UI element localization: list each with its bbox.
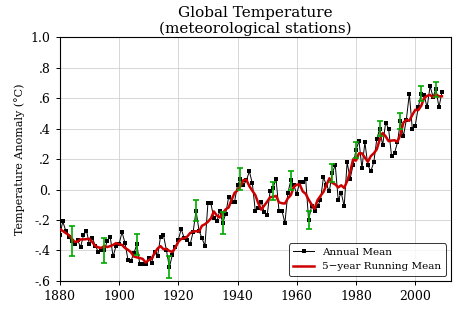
Annual Mean <box>358 166 364 170</box>
5−year Running Mean <box>341 186 346 190</box>
Annual Mean <box>311 209 317 213</box>
Annual Mean <box>426 84 432 88</box>
5−year Running Mean <box>57 227 62 231</box>
Annual Mean <box>166 265 172 269</box>
Annual Mean <box>438 90 444 94</box>
Legend: Annual Mean, 5−year Running Mean: Annual Mean, 5−year Running Mean <box>288 243 445 275</box>
Annual Mean <box>341 204 346 208</box>
Annual Mean <box>258 200 263 204</box>
5−year Running Mean <box>358 151 364 155</box>
Annual Mean <box>160 233 166 237</box>
5−year Running Mean <box>163 247 169 251</box>
5−year Running Mean <box>311 207 317 211</box>
5−year Running Mean <box>432 92 438 96</box>
Line: Annual Mean: Annual Mean <box>58 85 442 269</box>
5−year Running Mean <box>258 208 263 212</box>
Line: 5−year Running Mean: 5−year Running Mean <box>60 94 441 263</box>
5−year Running Mean <box>223 207 228 211</box>
5−year Running Mean <box>143 261 148 265</box>
Y-axis label: Temperature Anomaly (°C): Temperature Anomaly (°C) <box>14 83 25 235</box>
Title: Global Temperature
(meteorological stations): Global Temperature (meteorological stati… <box>159 6 351 36</box>
Annual Mean <box>223 212 228 216</box>
5−year Running Mean <box>438 94 444 98</box>
Annual Mean <box>57 233 62 237</box>
